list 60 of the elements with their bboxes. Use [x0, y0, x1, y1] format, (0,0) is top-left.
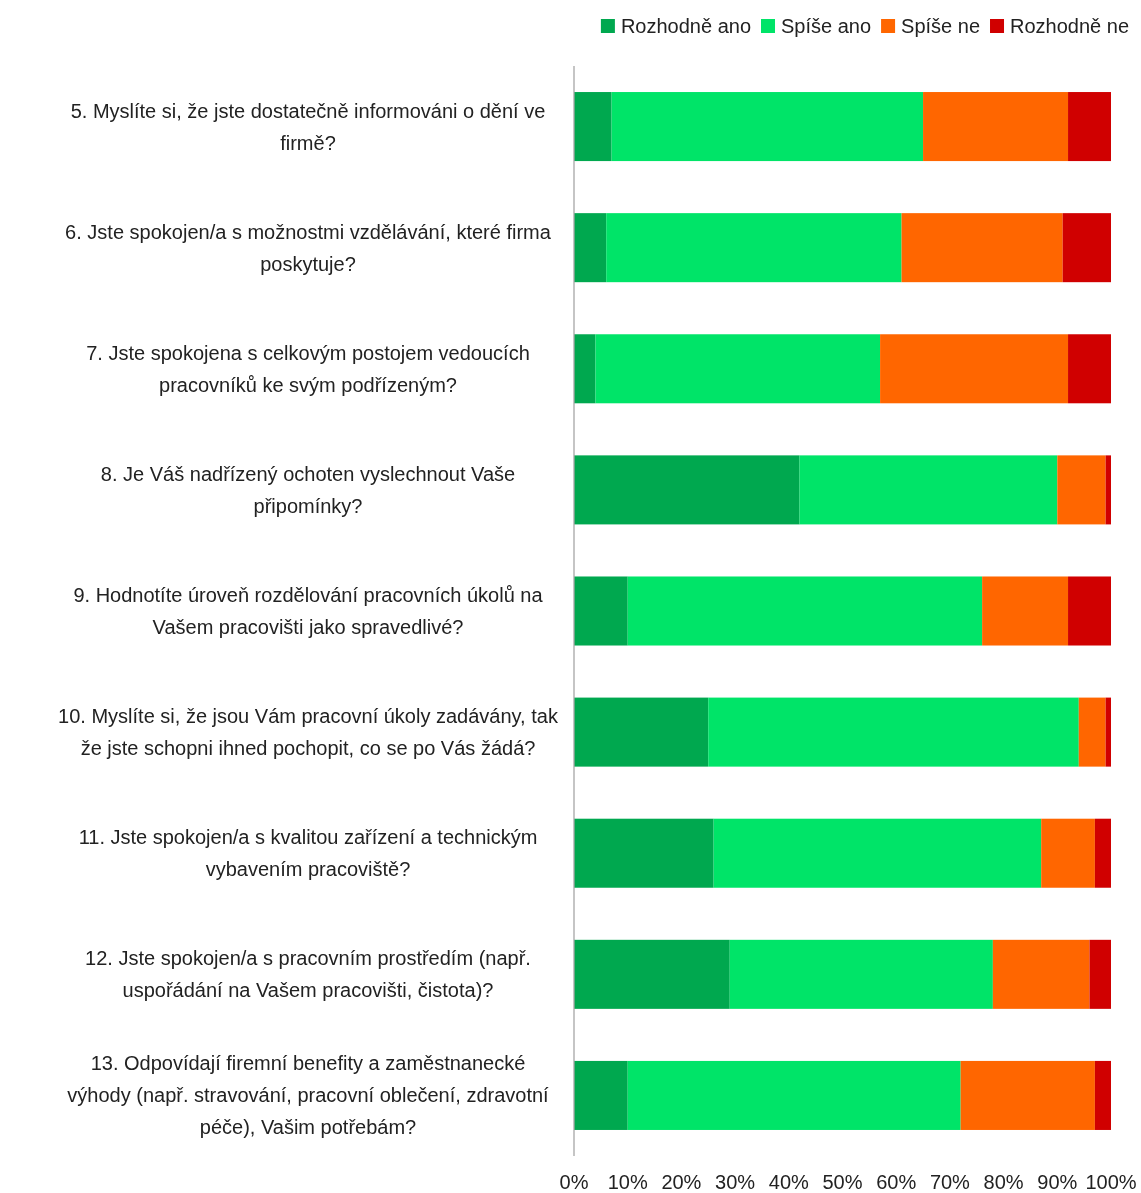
- x-tick-label: 90%: [1037, 1171, 1078, 1193]
- bar: [1041, 818, 1095, 888]
- bar: [799, 455, 1058, 525]
- legend-label: Rozhodně ne: [1010, 15, 1129, 37]
- bar: [574, 334, 596, 404]
- bar: [1057, 455, 1106, 525]
- legend-label: Rozhodně ano: [620, 15, 751, 37]
- bar: [1094, 1060, 1111, 1130]
- x-tick-label: 0%: [559, 1171, 589, 1193]
- x-tick-label: 100%: [1085, 1171, 1137, 1193]
- y-tick-label: 10. Myslíte si, že jsou Vám pracovní úkoly zadávány, tak že jste schopni ihned pochopit, co se po Vás žádá?: [58, 705, 559, 760]
- x-tick-label: 70%: [929, 1171, 971, 1193]
- bar: [901, 213, 1063, 283]
- y-tick-label: 11. Jste spokojen/a s kvalitou zařízení a technickým vybavením pracoviště?: [78, 826, 538, 881]
- bar: [729, 939, 993, 1009]
- legend-label: Spíše ne: [901, 15, 981, 37]
- bar: [1068, 334, 1111, 404]
- bar: [1094, 818, 1111, 888]
- bar: [1078, 697, 1106, 767]
- x-tick-label: 20%: [661, 1171, 702, 1193]
- bar: [574, 697, 709, 767]
- bar: [713, 818, 1042, 888]
- y-tick-label: 5. Myslíte si, že jste dostatečně informováni o dění ve firmě?: [70, 99, 546, 154]
- y-tick-label: 6. Jste spokojen/a s možnostmi vzdělávání, které firma poskytuje?: [65, 220, 552, 275]
- bar: [982, 576, 1069, 646]
- bar: [708, 697, 1079, 767]
- bar: [627, 1060, 961, 1130]
- y-tick-label: 9. Hodnotíte úroveň rozdělování pracovních úkolů na Vašem pracovišti jako spravedlivé?: [73, 584, 544, 638]
- bar: [1105, 455, 1111, 525]
- x-tick-label: 40%: [768, 1171, 810, 1193]
- bar: [574, 939, 730, 1009]
- bar: [574, 1060, 628, 1130]
- bar: [574, 455, 800, 525]
- bar: [574, 92, 612, 162]
- x-tick-label: 50%: [822, 1171, 863, 1193]
- x-tick-label: 60%: [876, 1171, 917, 1193]
- bar: [606, 213, 902, 283]
- bar: [1068, 576, 1111, 646]
- x-tick-label: 10%: [607, 1171, 648, 1193]
- y-tick-label: 8. Je Váš nadřízený ochoten vyslechnout Vaše připomínky?: [100, 462, 516, 517]
- bar: [574, 818, 714, 888]
- y-tick-label: 12. Jste spokojen/a s pracovním prostředím (např. uspořádání na Vašem pracovišti, čistota)?: [85, 947, 531, 1002]
- bar: [574, 576, 628, 646]
- bar: [611, 92, 924, 162]
- bar: [880, 334, 1069, 404]
- bar: [1105, 697, 1111, 767]
- bar: [1062, 213, 1111, 283]
- bar: [1068, 92, 1111, 162]
- y-tick-label: 13. Odpovídají firemní benefity a zaměstnanecké výhody (např. stravování, pracovní oblečení, zdravotní péče), Vašim potřebám?: [67, 1052, 550, 1139]
- legend-label: Spíše ano: [781, 15, 872, 37]
- bar: [960, 1060, 1095, 1130]
- bar: [574, 213, 607, 283]
- bar: [595, 334, 881, 404]
- bar: [992, 939, 1090, 1009]
- bar: [627, 576, 983, 646]
- bar: [923, 92, 1069, 162]
- bar: [1089, 939, 1111, 1009]
- x-tick-label: 30%: [715, 1171, 756, 1193]
- x-tick-label: 80%: [983, 1171, 1024, 1193]
- y-tick-label: 7. Jste spokojena s celkovým postojem vedoucích pracovníků ke svým podřízeným?: [86, 341, 530, 396]
